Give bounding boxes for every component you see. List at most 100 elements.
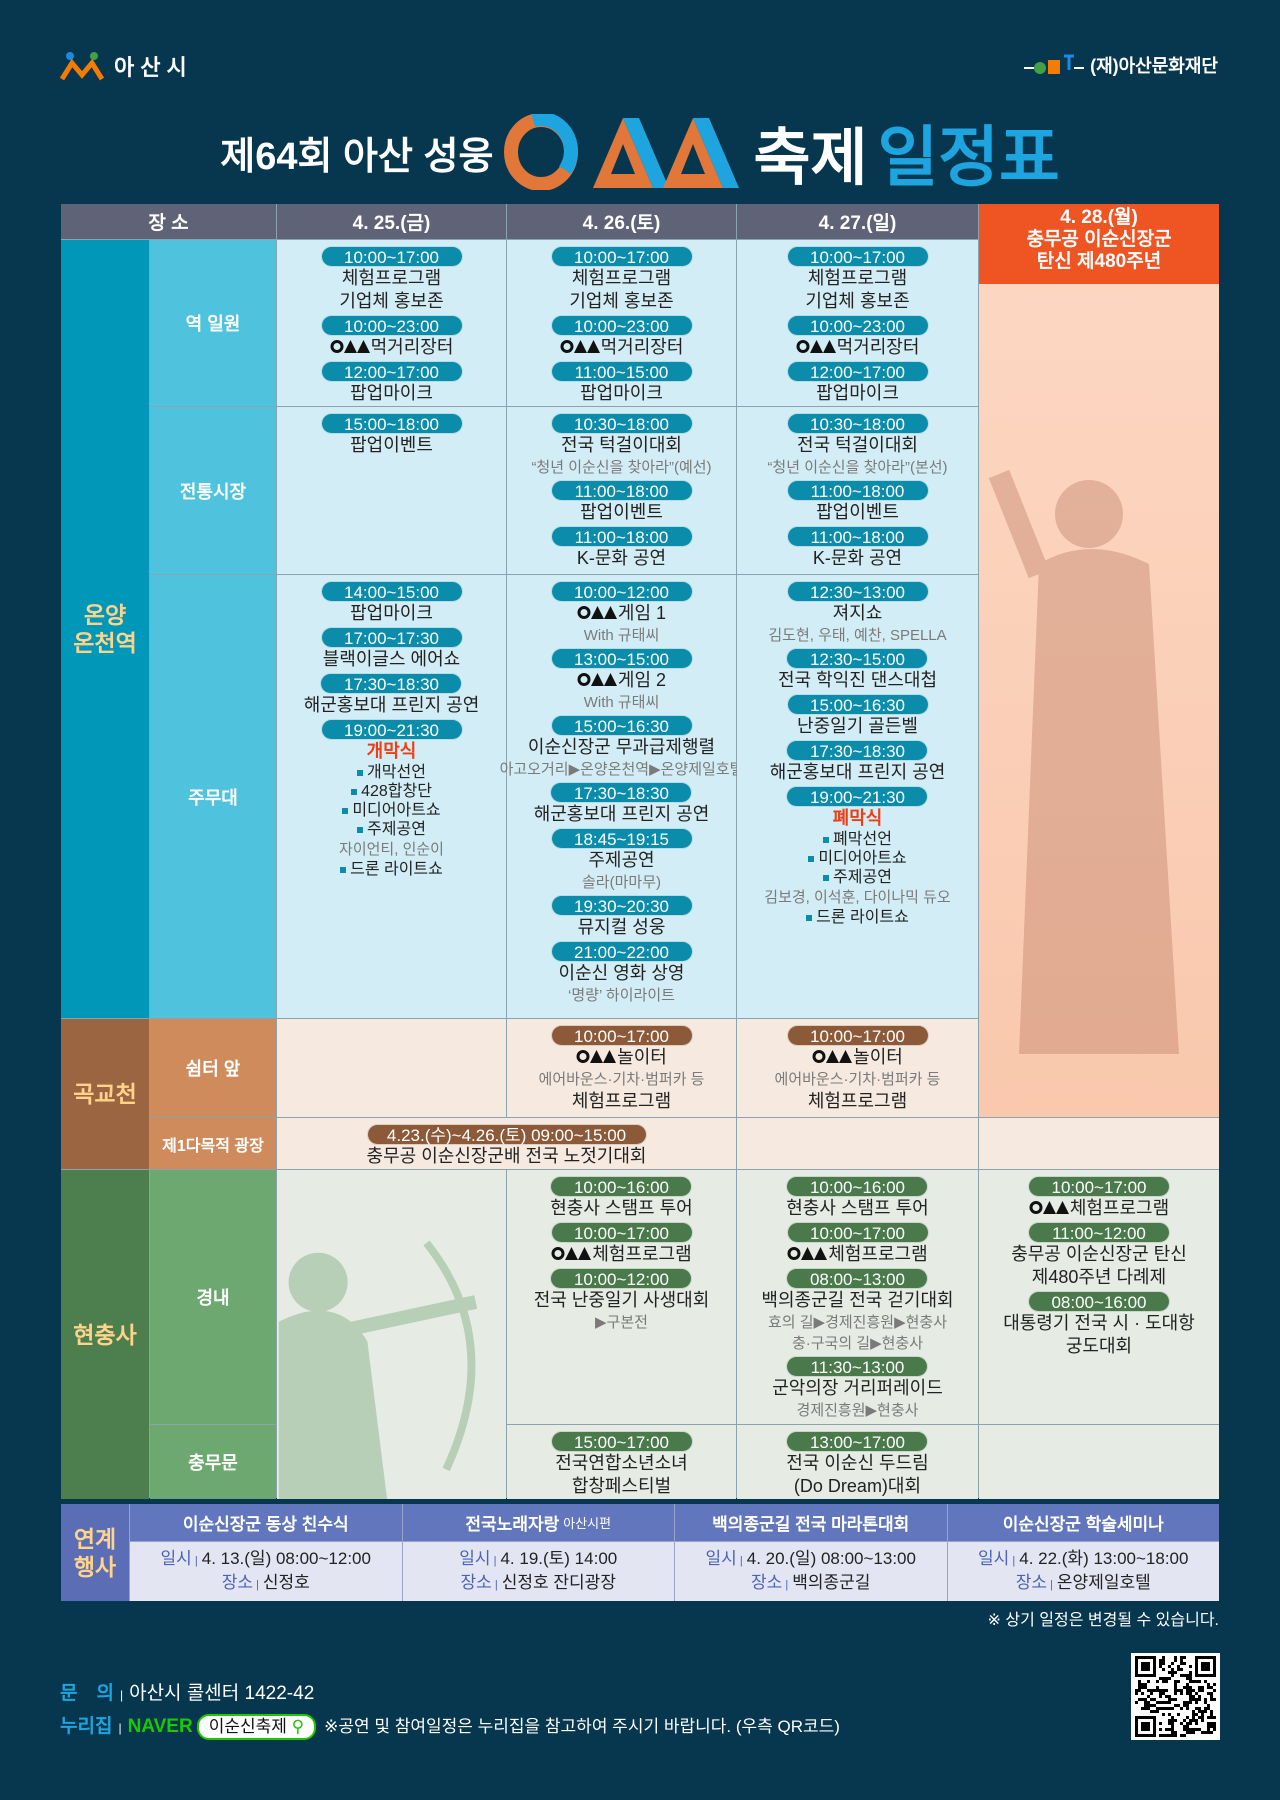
event-text: 체험프로그램 — [571, 1091, 672, 1111]
time-badge: 4.23.(수)~4.26.(토) 09:00~15:00 — [366, 1124, 647, 1145]
time-badge: 10:30~18:00 — [786, 413, 929, 434]
event-text: K-문화 공연 — [576, 548, 667, 568]
schedule-cell: 15:00~18:00 팝업이벤트 — [277, 407, 506, 574]
time-badge: 10:00~23:00 — [320, 315, 463, 336]
event-entry: 15:00~16:30 이순신장군 무과급제행렬 아고오거리▶온양온천역▶온양제일호… — [500, 713, 744, 780]
event-entry: 11:00~18:00 K-문화 공연 — [786, 524, 929, 570]
event-title: 대통령기 전국 시 · 도대항 — [1003, 1312, 1195, 1335]
event-detail: “청년 이순신을 찾아라”(본선) — [767, 457, 947, 478]
event-text: 대통령기 전국 시 · 도대항 — [1003, 1313, 1195, 1333]
program-item: 드론 라이트쇼 — [340, 860, 443, 879]
event-title: 현충사 스탬프 투어 — [550, 1197, 692, 1220]
title-prefix: 제64회 아산 성웅 — [220, 135, 494, 178]
event-entry: 12:00~17:00 팝업마이크 — [320, 359, 463, 405]
event-text: 체험프로그램 — [807, 268, 908, 288]
time-badge: 11:30~13:00 — [786, 1356, 929, 1377]
related-event-title: 전국노래자랑 아산시편 — [402, 1504, 674, 1541]
event-entry: 13:00~15:00 게임 2 With 규태씨 — [550, 646, 693, 713]
event-title: 주제공연 — [588, 849, 654, 872]
time-badge: 10:00~17:00 — [786, 1222, 929, 1243]
time-badge: 12:00~17:00 — [786, 361, 929, 382]
venue-yeok: 역 일원 — [150, 240, 276, 406]
group-hyeonchungsa: 현충사 — [61, 1170, 149, 1499]
event-date-row: 일시4. 22.(화) 13:00~18:00 — [978, 1548, 1188, 1572]
event-text: 미디어아트쇼 — [818, 850, 907, 867]
event-text: 미디어아트쇼 — [352, 802, 441, 819]
event-text: 게임 2 — [617, 670, 667, 690]
event-title: 해군홍보대 프린지 공연 — [770, 761, 946, 784]
event-title: 제480주년 다례제 — [1032, 1266, 1166, 1289]
event-title: 먹거리장터 — [330, 336, 454, 359]
event-text: 주제공연 — [367, 821, 426, 838]
naver-search-box[interactable]: 이순신축제 ⚲ — [196, 1714, 317, 1740]
event-text: 궁도대회 — [1065, 1336, 1133, 1356]
program-item: 주제공연 — [357, 820, 426, 839]
time-badge: 19:30~20:30 — [550, 895, 693, 916]
event-entry: 18:45~19:15 주제공연 솔라(마마무) — [550, 826, 693, 893]
time-badge: 17:30~18:30 — [320, 673, 463, 694]
time-badge: 14:00~15:00 — [320, 581, 463, 602]
event-text: 폐막선언 — [833, 831, 892, 848]
event-entry: 13:00~17:00 전국 이순신 두드림 (Do Dream)대회 — [786, 1429, 929, 1498]
event-title: 체험프로그램 — [787, 1243, 928, 1266]
event-text: (Do Dream)대회 — [793, 1476, 922, 1496]
event-text: 놀이터 — [853, 1047, 903, 1067]
event-entry: 10:00~12:00 전국 난중일기 사생대회 ▶구본전 — [534, 1266, 709, 1333]
event-title: 전국 턱걸이대회 — [561, 434, 682, 457]
schedule-cell: 14:00~15:00 팝업마이크 17:00~17:30 블랙이글스 에어쇼 17:3… — [277, 575, 506, 1018]
event-title: 난중일기 골든벨 — [797, 715, 918, 738]
page-title: 제64회 아산 성웅 축제 일정표 — [0, 112, 1280, 194]
event-text: 현충사 스탬프 투어 — [550, 1198, 693, 1218]
group-gokgyo: 곡교천 — [61, 1019, 149, 1169]
event-detail: ‘명량’ 하이라이트 — [568, 985, 675, 1006]
event-text: 전국 이순신 두드림 — [786, 1453, 929, 1473]
event-place: 온양제일호텔 — [1056, 1572, 1151, 1592]
event-text: 전국연합소년소녀 — [555, 1453, 688, 1473]
event-title: 체험프로그램 — [572, 1090, 671, 1113]
event-title: 게임 2 — [577, 669, 666, 692]
separator: | — [119, 1688, 124, 1702]
event-text: 충·구국의 길▶현충사 — [791, 1335, 924, 1352]
website-note: ※공연 및 참여일정은 누리집을 참고하여 주시기 바랍니다. (우측 QR코드… — [324, 1717, 840, 1736]
event-title: 궁도대회 — [1066, 1335, 1132, 1358]
time-badge: 11:00~18:00 — [786, 526, 929, 547]
time-badge: 10:00~23:00 — [786, 315, 929, 336]
event-text: 기업체 홍보존 — [339, 291, 444, 311]
event-title: 팝업마이크 — [816, 382, 899, 405]
event-entry: 4.23.(수)~4.26.(토) 09:00~15:00 충무공 이순신장군배 … — [366, 1122, 647, 1168]
title-festival: 축제 — [753, 124, 868, 193]
time-badge: 11:00~18:00 — [550, 480, 693, 501]
related-event-title: 이순신장군 학술세미나 — [947, 1504, 1219, 1541]
event-date: 4. 13.(일) 08:00~12:00 — [201, 1548, 371, 1568]
event-detail: With 규태씨 — [584, 625, 660, 646]
place-label: 장소 — [222, 1573, 259, 1592]
event-title: 전국연합소년소녀 — [555, 1452, 687, 1475]
time-badge: 11:00~15:00 — [550, 361, 693, 382]
schedule-cell: 12:30~13:00 져지쇼 김도현, 우태, 예찬, SPELLA 12:30~1… — [737, 575, 978, 1018]
event-name: 전국노래자랑 — [465, 1515, 560, 1534]
event-entry: 14:00~15:00 팝업마이크 — [320, 579, 463, 625]
event-text: 먹거리장터 — [370, 337, 454, 357]
schedule-cell: 13:00~17:00 전국 이순신 두드림 (Do Dream)대회 — [737, 1425, 978, 1499]
event-title: 체험프로그램 — [808, 267, 907, 290]
schedule-cell: 10:30~18:00 전국 턱걸이대회 “청년 이순신을 찾아라”(본선) 11:0… — [737, 407, 978, 574]
time-badge: 10:00~17:00 — [786, 246, 929, 267]
event-text: “청년 이순신을 찾아라”(예선) — [531, 459, 712, 476]
event-entry: 10:00~17:00 체험프로그램 기업체 홍보존 — [786, 244, 929, 313]
oaa-logo-icon — [812, 1050, 853, 1063]
event-detail: 에어바운스·기차·범퍼카 등 — [775, 1069, 941, 1090]
event-entry: 15:00~18:00 팝업이벤트 — [320, 411, 463, 457]
event-text: 팝업이벤트 — [580, 502, 663, 522]
related-events-label: 연계 행사 — [61, 1504, 129, 1601]
event-detail: 아고오거리▶온양온천역▶온양제일호텔 — [500, 759, 744, 780]
event-text: 체험프로그램 — [592, 1244, 692, 1264]
foundation-logo-icon — [1024, 54, 1085, 74]
event-text: 에어바운스·기차·범퍼카 등 — [538, 1071, 705, 1088]
event-entry: 11:00~18:00 팝업이벤트 — [550, 478, 693, 524]
time-badge: 10:00~17:00 — [550, 1222, 693, 1243]
date-label: 일시 — [706, 1549, 743, 1568]
qr-code-icon[interactable] — [1131, 1653, 1220, 1740]
asan-city-logo: 아산시 — [60, 50, 193, 82]
archer-illustration-icon — [278, 1240, 478, 1499]
related-event-title: 백의종군길 전국 마라톤대회 — [675, 1504, 947, 1541]
